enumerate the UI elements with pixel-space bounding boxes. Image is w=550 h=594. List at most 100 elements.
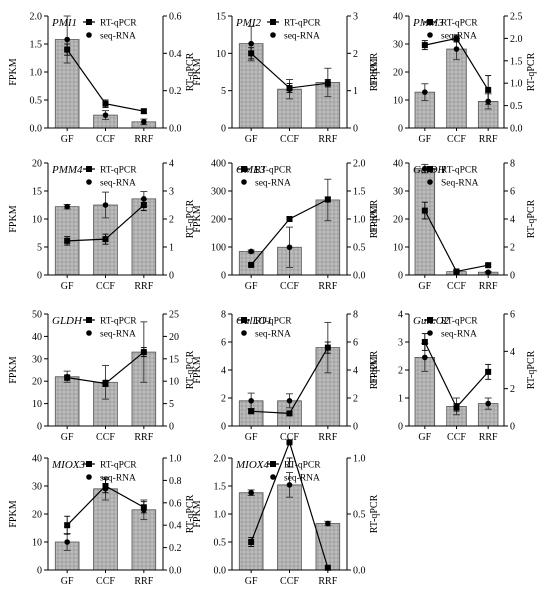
right-tick-label: 0.5 [353, 243, 366, 254]
left-tick-label: 10 [393, 243, 403, 254]
seq-rna-point-rrf [485, 401, 491, 407]
legend-label: seq-RNA [100, 330, 136, 340]
right-tick-label: 0 [169, 271, 174, 282]
rt-qpcr-point-rrf [485, 369, 491, 375]
left-tick-label: 1 [398, 394, 403, 405]
rt-qpcr-point-gf [248, 50, 254, 56]
right-tick-label: 0 [510, 271, 515, 282]
seq-rna-point-gf [248, 41, 254, 47]
rt-qpcr-point-rrf [325, 80, 331, 86]
left-tick-label: 4 [221, 366, 226, 377]
seq-rna-point-ccf [103, 112, 109, 118]
left-tick-label: 5 [221, 86, 226, 97]
legend: RT-qPCR seq-RNA [238, 166, 292, 189]
legend-label: seq-RNA [284, 474, 320, 484]
left-tick-label: 20 [32, 377, 42, 388]
left-tick-label: 4 [398, 310, 403, 321]
chart-miox4: 0.0 0.5 1.0 1.5 2.0 0.0 0.5 1.0 GF CCF RRF FPKM RT-q… [192, 439, 380, 587]
rt-qpcr-point-rrf [325, 196, 331, 202]
left-tick-label: 40 [393, 12, 403, 23]
right-tick-label: 2 [510, 384, 515, 395]
seq-rna-point-ccf [103, 202, 109, 208]
y-axis-title: FPKM [369, 356, 380, 383]
legend-label: seq-RNA [441, 330, 477, 340]
left-tick-label: 10 [393, 96, 403, 107]
left-tick-label: 0 [37, 422, 42, 433]
rt-qpcr-point-ccf [103, 236, 109, 242]
right-tick-label: 0.2 [169, 543, 182, 554]
rt-qpcr-point-rrf [141, 349, 147, 355]
y-axis-title: FPKM [8, 500, 19, 527]
legend-label: RT-qPCR [100, 166, 137, 176]
legend: RT-qPCR seq-RNA [267, 19, 321, 42]
left-tick-label: 8 [221, 310, 226, 321]
seq-rna-point-rrf [325, 521, 331, 527]
rt-qpcr-point-ccf [287, 85, 293, 91]
bar-ccf [447, 49, 467, 128]
left-tick-label: 40 [393, 159, 403, 170]
right-tick-label: 1.0 [353, 215, 366, 226]
y-axis-title: FPKM [192, 356, 203, 383]
legend-square-marker [427, 19, 433, 25]
right-tick-label: 2.5 [510, 12, 523, 23]
right-tick-label: 1 [169, 243, 174, 254]
bar-gf [239, 493, 263, 570]
left-tick-label: 10 [32, 538, 42, 549]
legend-label: seq-RNA [100, 474, 136, 484]
y-axis-title: FPKM [192, 58, 203, 85]
category-label-gf: GF [418, 281, 431, 292]
category-label-gf: GF [61, 432, 74, 443]
category-label-ccf: CCF [96, 576, 115, 587]
right-tick-label: 0 [353, 422, 358, 433]
right-tick-label: 20 [169, 332, 179, 343]
seq-rna-point-gf [248, 249, 254, 255]
left-tick-label: 0 [398, 124, 403, 135]
chart-gullo1: 0246802468GF CCF RRFFPKM RT-qPCRGulLO1RT-qP… [192, 310, 380, 444]
right-tick-label: 0.6 [169, 12, 182, 23]
legend-label: RT-qPCR [255, 317, 292, 327]
left-tick-label: 0 [37, 566, 42, 577]
left-tick-label: 15 [216, 12, 226, 23]
category-label-ccf: CCF [280, 134, 299, 145]
right-tick-label: 0.0 [169, 566, 182, 577]
seq-rna-point-gf [64, 37, 70, 43]
rt-qpcr-point-rrf [141, 504, 147, 510]
seq-rna-point-gf [248, 398, 254, 404]
legend-label: RT-qPCR [255, 166, 292, 176]
left-tick-label: 0 [221, 271, 226, 282]
right-tick-label: 0.0 [510, 124, 523, 135]
left-tick-label: 5 [37, 243, 42, 254]
right-tick-label: 0.2 [169, 86, 182, 97]
left-tick-label: 3 [398, 338, 403, 349]
right-tick-label: 4 [510, 347, 515, 358]
legend-square-marker [427, 317, 433, 323]
rt-qpcr-point-gf [64, 47, 70, 53]
right-tick-label: 0.4 [169, 49, 182, 60]
left-tick-label: 0.5 [30, 96, 43, 107]
legend: RT-qPCR seq-RNA [238, 317, 292, 340]
legend-circle-marker [241, 179, 247, 185]
right-tick-label: 4 [169, 159, 174, 170]
legend-circle-marker [427, 32, 433, 38]
bar-gf [415, 169, 435, 275]
left-tick-label: 0 [37, 271, 42, 282]
rt-qpcr-point-gf [422, 208, 428, 214]
left-tick-label: 30 [32, 354, 42, 365]
right-tick-label: 2 [169, 215, 174, 226]
legend-label: seq-RNA [100, 32, 136, 42]
right-tick-label: 6 [510, 310, 515, 321]
right-tick-label: 3 [353, 12, 358, 23]
category-label-rrf: RRF [318, 432, 337, 443]
right-tick-label: 5 [169, 399, 174, 410]
chart-miox3: 0 10 20 30 40 0.0 0.2 0.4 0.6 0.8 1.0 GF CCF RRF FPKM R… [8, 454, 196, 588]
right-tick-label: 4 [510, 215, 515, 226]
seq-rna-point-rrf [485, 269, 491, 275]
left-tick-label: 300 [211, 187, 226, 198]
legend-label: RT-qPCR [100, 19, 137, 29]
left-tick-label: 1.0 [214, 510, 227, 521]
right-tick-label: 8 [353, 310, 358, 321]
right-tick-label: 0 [510, 422, 515, 433]
legend-square-marker [86, 19, 92, 25]
category-label-gf: GF [245, 576, 258, 587]
